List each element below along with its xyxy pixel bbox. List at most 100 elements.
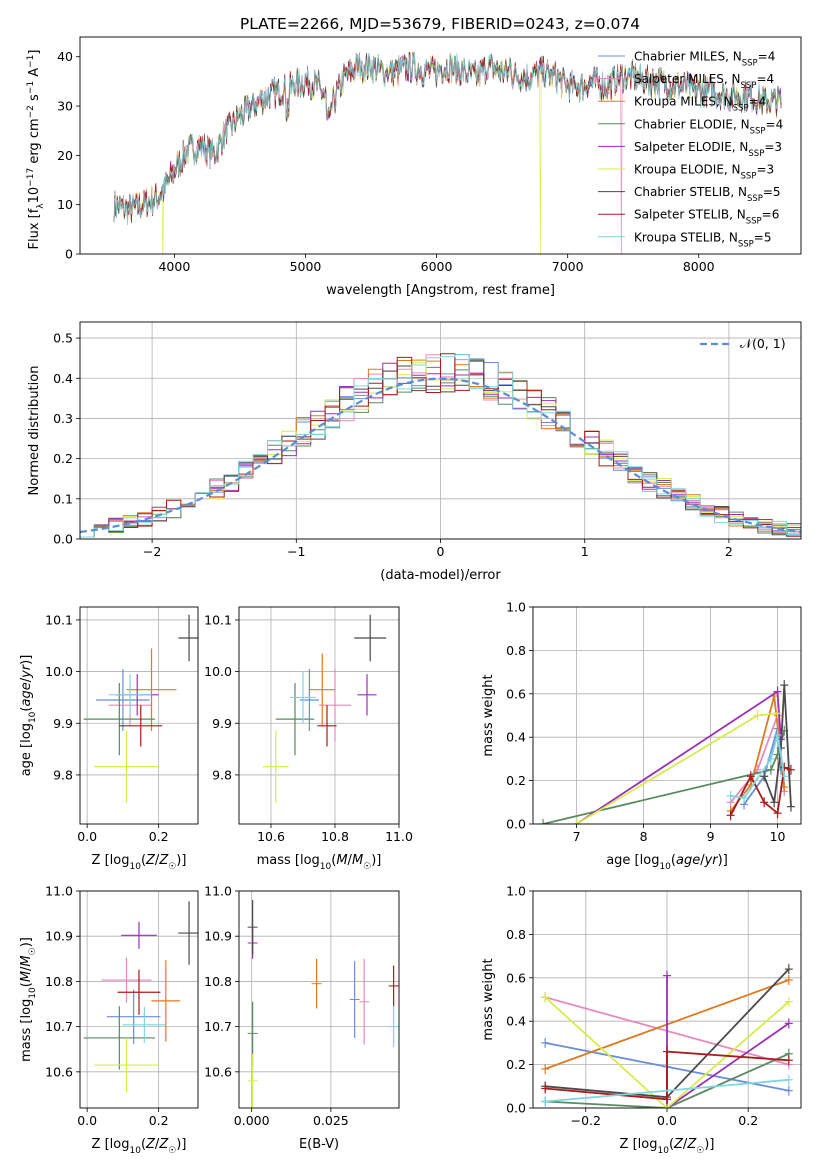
label-part: 10	[129, 1146, 141, 1156]
y-tick-label: 20	[57, 148, 73, 163]
label-part: age	[19, 682, 34, 706]
weight-line-kroupa-elodie	[544, 996, 790, 1108]
y-tick-label: 10.7	[204, 1019, 232, 1034]
label-part: Z [log	[92, 853, 130, 868]
legend-text: Salpeter ELODIE, N	[634, 140, 748, 154]
label-part: Z	[686, 1137, 697, 1152]
x-tick-label: 0.0	[77, 1113, 97, 1128]
legend-text: Kroupa MILES, N	[634, 95, 733, 109]
label-part: (	[19, 707, 34, 712]
x-axis-label-residuals: (data-model)/error	[380, 568, 501, 583]
x-axis-label-z_mass: Z [log10(Z/Z☉)]	[92, 1137, 187, 1156]
y-tick-label: 9.9	[212, 716, 232, 731]
label-part: /	[348, 853, 353, 868]
legend-label-salpeter-stelib: Salpeter STELIB, NSSP=6	[634, 208, 779, 227]
axes-frame	[79, 890, 199, 1109]
label-part: −17	[26, 168, 36, 187]
x-tick-label: 2	[725, 544, 733, 559]
weight-line-chabrier-elodie	[545, 1052, 790, 1108]
x-tick-label: 10.8	[321, 829, 349, 844]
x-axis-label-ebv_mass: E(B-V)	[299, 1137, 339, 1152]
x-tick-label: 1	[581, 544, 589, 559]
y-tick-label: 10.1	[204, 612, 232, 627]
y-tick-label: 0.0	[53, 532, 73, 547]
label-part: E(B-V)	[299, 1137, 339, 1152]
x-tick-label: −2	[143, 544, 161, 559]
label-part: ☉	[696, 1146, 704, 1156]
legend-label-kroupa-miles: Kroupa MILES, NSSP=4	[634, 95, 766, 114]
legend-text: Chabrier STELIB, N	[634, 185, 747, 199]
label-part: )]	[704, 1137, 714, 1152]
label-part: /	[155, 853, 160, 868]
label-part: age	[676, 853, 700, 868]
y-axis-label-spectrum: Flux [fλ10−17 erg cm−2 s−1 A−1]	[26, 50, 46, 250]
legend-label-normal: 𝒩(0, 1)	[740, 336, 786, 351]
spectrum-line-kroupa-stelib	[113, 51, 782, 226]
legend-label-salpeter-elodie: Salpeter ELODIE, NSSP=3	[634, 140, 782, 159]
label-part: /	[155, 1137, 160, 1152]
label-part: )]	[176, 853, 186, 868]
label-part: λ	[36, 203, 46, 209]
legend-tail: =5	[763, 185, 781, 199]
y-axis-label-residuals: Normed distribution	[27, 366, 42, 496]
y-tick-label: 11.0	[45, 884, 73, 899]
plot-area-age_weight	[539, 680, 795, 824]
label-part: )]	[718, 853, 728, 868]
label-part: 10	[27, 187, 42, 204]
panel-residuals: −2 −1 0 1 2 0.0 0.1 0.2 0.3 0.4 0.5 (data-model)/er…	[27, 321, 802, 583]
weight-line-kroupa-stelib	[545, 1078, 789, 1103]
legend-sub: SSP	[741, 81, 757, 91]
x-tick-label: 5000	[290, 259, 322, 274]
y-tick-label: 1.0	[506, 600, 526, 615]
panel-spectrum: 4000 5000 6000 7000 8000 0 10 20 30 40 wavelength …	[26, 36, 802, 298]
label-part: /	[683, 1137, 688, 1152]
y-tick-label: 9.8	[53, 767, 73, 782]
label-part: s	[27, 94, 42, 105]
legend-tail: =4	[749, 95, 767, 109]
label-part: −1	[26, 81, 36, 94]
y-tick-label: 10.9	[45, 929, 73, 944]
chart-layer: 4000 5000 6000 7000 8000010203040wavelength …	[19, 36, 802, 1156]
y-tick-label: 0.6	[506, 970, 526, 985]
label-part: (	[671, 853, 676, 868]
label-part: )]	[19, 655, 34, 665]
label-part: −2	[26, 105, 36, 118]
y-tick-label: 10.8	[204, 974, 232, 989]
y-tick-label: 0	[65, 247, 73, 262]
legend-label-chabrier-elodie: Chabrier ELODIE, NSSP=4	[634, 117, 783, 136]
label-part: 10	[28, 987, 38, 999]
label-part: )]	[176, 1137, 186, 1152]
legend-sub: SSP	[741, 172, 757, 182]
plot-area-ebv_mass	[247, 900, 399, 1108]
label-part: /	[19, 677, 34, 682]
normal-curve	[80, 377, 801, 534]
label-part: 10	[320, 862, 332, 872]
label-part: M	[19, 955, 34, 966]
y-tick-label: 0.0	[506, 817, 526, 832]
y-tick-label: 10.1	[45, 612, 73, 627]
y-axis-label-z_age: age [log10(age/yr)]	[19, 655, 38, 777]
axes-frame	[238, 890, 400, 1109]
x-tick-label: −1	[287, 544, 305, 559]
x-tick-label: 0.2	[149, 1113, 169, 1128]
x-tick-label: 4000	[158, 259, 190, 274]
panel-z_mass: 0.0 0.210.610.710.810.911.0Z [log10(Z/Z☉)…	[19, 884, 199, 1156]
x-tick-label: 8000	[683, 259, 715, 274]
legend-label-kroupa-elodie: Kroupa ELODIE, NSSP=3	[634, 163, 774, 182]
y-axis-label-z_weight: mass weight	[481, 958, 496, 1040]
x-axis-label-age_weight: age [log10(age/yr)]	[606, 853, 728, 872]
x-tick-label: 9	[707, 829, 715, 844]
y-tick-label: 30	[57, 99, 73, 114]
x-tick-label: −0.2	[571, 1113, 601, 1128]
legend-text: Chabrier MILES, N	[634, 50, 742, 64]
plot-area-residuals	[80, 353, 801, 538]
label-part: Z [log	[620, 1137, 658, 1152]
label-part: Z	[673, 1137, 684, 1152]
legend-text: Chabrier ELODIE, N	[634, 117, 750, 131]
legend-label-kroupa-stelib: Kroupa STELIB, NSSP=5	[634, 230, 772, 249]
axes-frame	[79, 36, 802, 255]
label-part: mass [log	[257, 853, 320, 868]
